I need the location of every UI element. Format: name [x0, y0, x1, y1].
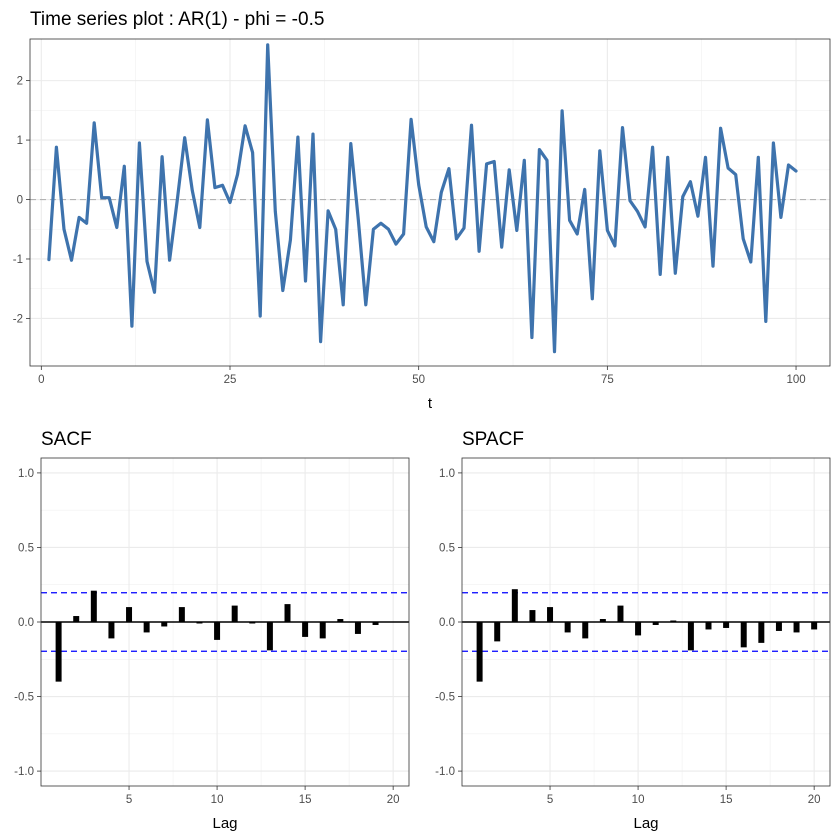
spacf-bar	[705, 622, 712, 630]
spacf-x-tick-label: 20	[808, 794, 821, 806]
sacf-bar	[55, 622, 62, 682]
spacf-bar	[582, 622, 589, 639]
spacf-y-tick-label: 0.0	[439, 617, 455, 629]
ts-y-tick-label: 2	[17, 76, 23, 88]
sacf-bar	[108, 622, 115, 639]
sacf-x-label: Lag	[212, 815, 237, 832]
spacf-bar	[476, 622, 483, 682]
sacf-bar	[73, 616, 80, 622]
ts-x-tick-label: 75	[601, 374, 614, 386]
spacf-bars	[476, 589, 818, 682]
time-series-panel: Time series plot : AR(1) - phi = -0.5 -2…	[13, 9, 831, 412]
sacf-bar	[178, 607, 185, 622]
spacf-x-tick-label: 10	[632, 794, 645, 806]
spacf-panel: SPACF -1.0 -0.5 0.0 0.5 1.0 5 10 15 20 Lag	[435, 429, 831, 832]
time-series-x-ticks: 0 25 50 75 100	[38, 366, 806, 386]
spacf-bar	[635, 622, 642, 636]
sacf-y-tick-label: -0.5	[14, 692, 34, 704]
spacf-bar	[564, 622, 571, 633]
time-series-border	[29, 38, 831, 367]
spacf-x-ticks: 5 10 15 20	[547, 786, 821, 806]
sacf-x-tick-label: 5	[126, 794, 132, 806]
spacf-bar	[617, 605, 624, 622]
ts-x-tick-label: 0	[38, 374, 44, 386]
spacf-x-tick-label: 15	[720, 794, 733, 806]
sacf-bar	[143, 622, 150, 633]
sacf-x-tick-label: 10	[211, 794, 224, 806]
spacf-bar	[652, 622, 659, 625]
spacf-bar	[793, 622, 800, 633]
sacf-reference-lines	[41, 592, 409, 652]
spacf-y-tick-label: 0.5	[439, 542, 455, 554]
ts-y-tick-label: -2	[13, 313, 23, 325]
sacf-x-tick-label: 15	[299, 794, 312, 806]
sacf-y-tick-label: 0.0	[18, 617, 34, 629]
sacf-bars	[55, 590, 379, 682]
sacf-y-tick-label: 1.0	[18, 468, 34, 480]
sacf-bar	[126, 607, 133, 622]
ts-x-tick-label: 100	[786, 374, 805, 386]
spacf-bar	[775, 622, 782, 631]
spacf-y-ticks: -1.0 -0.5 0.0 0.5 1.0	[435, 468, 462, 778]
time-series-y-ticks: -2 -1 0 1 2	[13, 76, 30, 325]
spacf-bar	[723, 622, 730, 628]
sacf-bar	[354, 622, 361, 634]
spacf-bar	[740, 622, 747, 648]
sacf-bar	[231, 605, 238, 622]
sacf-bar	[90, 590, 97, 622]
ts-x-tick-label: 50	[412, 374, 425, 386]
time-series-title: Time series plot : AR(1) - phi = -0.5	[30, 9, 324, 30]
spacf-bar	[494, 622, 501, 642]
sacf-panel: SACF -1.0 -0.5 0.0 0.5 1.0 5 10 15 20 Lag	[14, 429, 410, 832]
sacf-bar	[284, 604, 291, 622]
spacf-x-label: Lag	[633, 815, 658, 832]
time-series-x-label: t	[428, 395, 433, 412]
sacf-bar	[372, 622, 379, 625]
sacf-bar	[337, 619, 344, 622]
time-series-line	[47, 43, 798, 354]
ts-y-tick-label: 1	[17, 135, 23, 147]
spacf-y-tick-label: -1.0	[435, 766, 455, 778]
sacf-bar	[302, 622, 309, 637]
spacf-bar	[511, 589, 518, 622]
spacf-reference-lines	[462, 592, 830, 652]
ts-plot-background	[30, 39, 830, 366]
sacf-bar	[214, 622, 221, 640]
spacf-bar	[687, 622, 694, 651]
spacf-bar	[547, 607, 554, 622]
spacf-y-tick-label: -0.5	[435, 692, 455, 704]
sacf-y-ticks: -1.0 -0.5 0.0 0.5 1.0	[14, 468, 41, 778]
ts-series-line	[47, 43, 798, 354]
sacf-y-tick-label: -1.0	[14, 766, 34, 778]
ts-y-tick-label: 0	[17, 195, 23, 207]
sacf-bar	[266, 622, 273, 651]
spacf-bar	[599, 619, 606, 622]
sacf-x-ticks: 5 10 15 20	[126, 786, 400, 806]
spacf-bar	[811, 622, 818, 630]
sacf-y-tick-label: 0.5	[18, 542, 34, 554]
sacf-bar	[319, 622, 326, 639]
ts-x-tick-label: 25	[224, 374, 237, 386]
spacf-bar	[529, 610, 536, 622]
spacf-y-tick-label: 1.0	[439, 468, 455, 480]
sacf-bar	[249, 622, 256, 624]
spacf-x-tick-label: 5	[547, 794, 553, 806]
spacf-title: SPACF	[462, 429, 524, 450]
ts-y-tick-label: -1	[13, 254, 23, 266]
sacf-bar	[196, 622, 203, 624]
sacf-x-tick-label: 20	[387, 794, 400, 806]
spacf-bar	[758, 622, 765, 643]
sacf-bar	[161, 622, 168, 627]
sacf-title: SACF	[41, 429, 92, 450]
spacf-bar	[670, 620, 677, 622]
